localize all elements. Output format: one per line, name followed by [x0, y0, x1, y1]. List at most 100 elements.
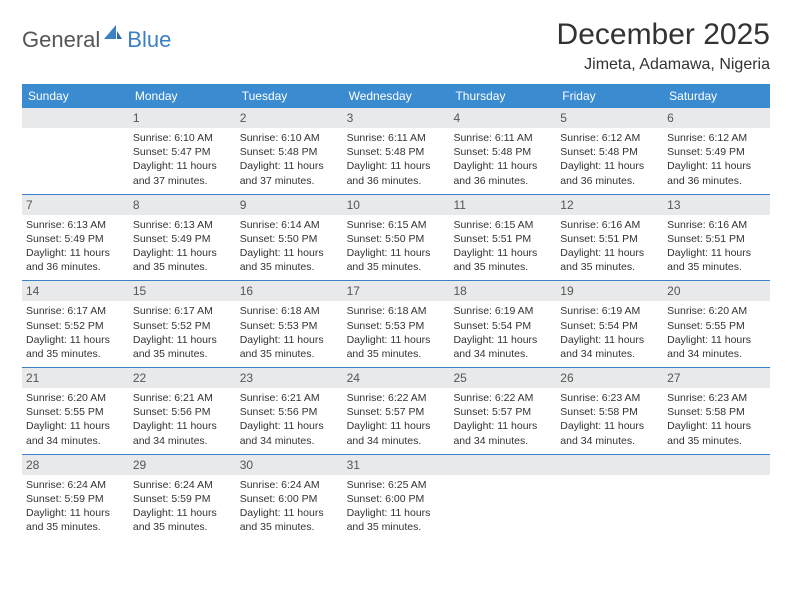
- day-details: Sunrise: 6:24 AMSunset: 6:00 PMDaylight:…: [238, 478, 341, 535]
- sunset-text: Sunset: 5:48 PM: [347, 145, 446, 159]
- calendar-day: 19Sunrise: 6:19 AMSunset: 5:54 PMDayligh…: [556, 281, 663, 367]
- day-details: Sunrise: 6:12 AMSunset: 5:48 PMDaylight:…: [558, 131, 661, 188]
- day-number: 10: [343, 195, 450, 215]
- daylight-text: Daylight: 11 hours and 35 minutes.: [667, 419, 766, 447]
- sunrise-text: Sunrise: 6:17 AM: [26, 304, 125, 318]
- weekday-header: Thursday: [449, 84, 556, 108]
- day-number: 19: [556, 281, 663, 301]
- sunset-text: Sunset: 5:57 PM: [453, 405, 552, 419]
- calendar-day: 24Sunrise: 6:22 AMSunset: 5:57 PMDayligh…: [343, 368, 450, 454]
- calendar-day: 14 Sunrise: 6:17 AMSunset: 5:52 PMDayligh…: [22, 281, 129, 367]
- calendar-day: 21Sunrise: 6:20 AMSunset: 5:55 PMDayligh…: [22, 368, 129, 454]
- weekday-header: Friday: [556, 84, 663, 108]
- day-number: 17: [343, 281, 450, 301]
- daylight-text: Daylight: 11 hours and 37 minutes.: [133, 159, 232, 187]
- day-details: Sunrise: 6:21 AMSunset: 5:56 PMDaylight:…: [238, 391, 341, 448]
- day-details: Sunrise: 6:17 AMSunset: 5:52 PMDaylight:…: [24, 304, 127, 361]
- day-number: 7: [22, 195, 129, 215]
- calendar-day: 4Sunrise: 6:11 AMSunset: 5:48 PMDaylight…: [449, 108, 556, 194]
- sunrise-text: Sunrise: 6:24 AM: [133, 478, 232, 492]
- sunrise-text: Sunrise: 6:20 AM: [667, 304, 766, 318]
- daylight-text: Daylight: 11 hours and 35 minutes.: [26, 506, 125, 534]
- sunset-text: Sunset: 5:51 PM: [667, 232, 766, 246]
- day-details: Sunrise: 6:19 AMSunset: 5:54 PMDaylight:…: [451, 304, 554, 361]
- day-details: Sunrise: 6:25 AMSunset: 6:00 PMDaylight:…: [345, 478, 448, 535]
- calendar-week: 1Sunrise: 6:10 AMSunset: 5:47 PMDaylight…: [22, 108, 770, 195]
- sunset-text: Sunset: 5:56 PM: [133, 405, 232, 419]
- calendar: Sunday Monday Tuesday Wednesday Thursday…: [22, 84, 770, 540]
- sunset-text: Sunset: 6:00 PM: [347, 492, 446, 506]
- day-number: 30: [236, 455, 343, 475]
- day-details: Sunrise: 6:24 AMSunset: 5:59 PMDaylight:…: [131, 478, 234, 535]
- day-number: 28: [22, 455, 129, 475]
- sunset-text: Sunset: 5:56 PM: [240, 405, 339, 419]
- day-number: 27: [663, 368, 770, 388]
- sunset-text: Sunset: 5:49 PM: [133, 232, 232, 246]
- header: General Blue December 2025 Jimeta, Adama…: [22, 18, 770, 74]
- sunset-text: Sunset: 5:51 PM: [453, 232, 552, 246]
- daylight-text: Daylight: 11 hours and 35 minutes.: [347, 333, 446, 361]
- calendar-day: 2Sunrise: 6:10 AMSunset: 5:48 PMDaylight…: [236, 108, 343, 194]
- location-text: Jimeta, Adamawa, Nigeria: [557, 56, 770, 74]
- sunset-text: Sunset: 5:55 PM: [667, 319, 766, 333]
- sunset-text: Sunset: 5:48 PM: [240, 145, 339, 159]
- sunrise-text: Sunrise: 6:19 AM: [560, 304, 659, 318]
- sunset-text: Sunset: 5:48 PM: [560, 145, 659, 159]
- day-number: 13: [663, 195, 770, 215]
- sunrise-text: Sunrise: 6:21 AM: [240, 391, 339, 405]
- day-details: Sunrise: 6:18 AMSunset: 5:53 PMDaylight:…: [345, 304, 448, 361]
- daylight-text: Daylight: 11 hours and 35 minutes.: [133, 333, 232, 361]
- weeks-container: 1Sunrise: 6:10 AMSunset: 5:47 PMDaylight…: [22, 108, 770, 540]
- day-details: Sunrise: 6:15 AMSunset: 5:50 PMDaylight:…: [345, 218, 448, 275]
- day-details: Sunrise: 6:23 AMSunset: 5:58 PMDaylight:…: [665, 391, 768, 448]
- day-number: 31: [343, 455, 450, 475]
- daylight-text: Daylight: 11 hours and 35 minutes.: [347, 506, 446, 534]
- sunrise-text: Sunrise: 6:20 AM: [26, 391, 125, 405]
- calendar-day: 30 Sunrise: 6:24 AMSunset: 6:00 PMDayligh…: [236, 455, 343, 541]
- daylight-text: Daylight: 11 hours and 36 minutes.: [26, 246, 125, 274]
- day-number: 22: [129, 368, 236, 388]
- sunset-text: Sunset: 5:53 PM: [347, 319, 446, 333]
- calendar-day: 10 Sunrise: 6:15 AMSunset: 5:50 PMDayligh…: [343, 195, 450, 281]
- sunrise-text: Sunrise: 6:18 AM: [240, 304, 339, 318]
- sunrise-text: Sunrise: 6:23 AM: [667, 391, 766, 405]
- day-details: Sunrise: 6:17 AMSunset: 5:52 PMDaylight:…: [131, 304, 234, 361]
- month-title: December 2025: [557, 18, 770, 52]
- day-details: Sunrise: 6:24 AMSunset: 5:59 PMDaylight:…: [24, 478, 127, 535]
- calendar-week: 7Sunrise: 6:13 AMSunset: 5:49 PMDaylight…: [22, 195, 770, 282]
- day-number: 5: [556, 108, 663, 128]
- calendar-day: 12Sunrise: 6:16 AMSunset: 5:51 PMDayligh…: [556, 195, 663, 281]
- calendar-day: 8Sunrise: 6:13 AMSunset: 5:49 PMDaylight…: [129, 195, 236, 281]
- daylight-text: Daylight: 11 hours and 37 minutes.: [240, 159, 339, 187]
- daylight-text: Daylight: 11 hours and 35 minutes.: [133, 506, 232, 534]
- daylight-text: Daylight: 11 hours and 35 minutes.: [133, 246, 232, 274]
- day-number: 29: [129, 455, 236, 475]
- day-details: Sunrise: 6:22 AMSunset: 5:57 PMDaylight:…: [345, 391, 448, 448]
- brand-part2: Blue: [127, 27, 171, 53]
- calendar-day: 20Sunrise: 6:20 AMSunset: 5:55 PMDayligh…: [663, 281, 770, 367]
- sunset-text: Sunset: 5:58 PM: [667, 405, 766, 419]
- sunrise-text: Sunrise: 6:13 AM: [26, 218, 125, 232]
- daylight-text: Daylight: 11 hours and 35 minutes.: [667, 246, 766, 274]
- day-number: 25: [449, 368, 556, 388]
- day-number: 26: [556, 368, 663, 388]
- sunset-text: Sunset: 5:55 PM: [26, 405, 125, 419]
- calendar-day: 11Sunrise: 6:15 AMSunset: 5:51 PMDayligh…: [449, 195, 556, 281]
- sunrise-text: Sunrise: 6:12 AM: [667, 131, 766, 145]
- sunset-text: Sunset: 5:48 PM: [453, 145, 552, 159]
- day-details: Sunrise: 6:11 AMSunset: 5:48 PMDaylight:…: [345, 131, 448, 188]
- day-number: [449, 455, 556, 475]
- day-details: Sunrise: 6:20 AMSunset: 5:55 PMDaylight:…: [24, 391, 127, 448]
- sunrise-text: Sunrise: 6:24 AM: [240, 478, 339, 492]
- weekday-header: Monday: [129, 84, 236, 108]
- calendar-week: 14Sunrise: 6:17 AMSunset: 5:52 PMDayligh…: [22, 281, 770, 368]
- sail-icon: [103, 24, 123, 45]
- daylight-text: Daylight: 11 hours and 34 minutes.: [347, 419, 446, 447]
- day-number: 14: [22, 281, 129, 301]
- weekday-header-row: Sunday Monday Tuesday Wednesday Thursday…: [22, 84, 770, 108]
- day-number: 18: [449, 281, 556, 301]
- calendar-day: 5 Sunrise: 6:12 AMSunset: 5:48 PMDaylight…: [556, 108, 663, 194]
- day-number: [22, 108, 129, 128]
- day-number: 12: [556, 195, 663, 215]
- sunset-text: Sunset: 5:59 PM: [26, 492, 125, 506]
